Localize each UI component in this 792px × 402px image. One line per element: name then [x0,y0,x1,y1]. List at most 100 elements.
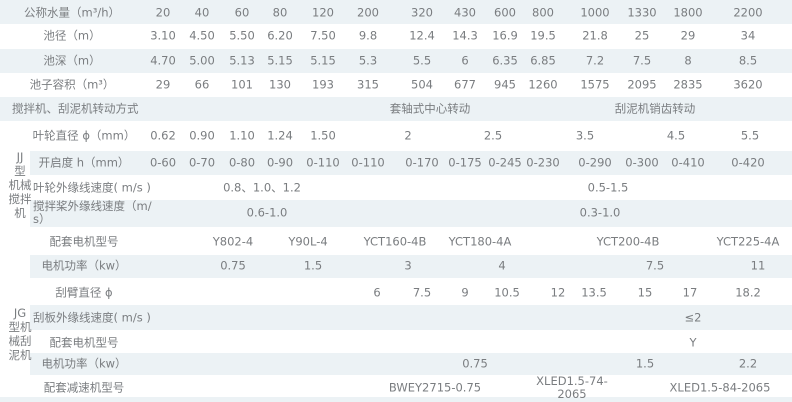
row-label: 叶轮直径 ϕ（mm） [32,128,136,143]
table-cell: 1.24 [267,128,293,143]
table-cell: 4.70 [150,53,176,68]
table-cell: 5.3 [358,53,378,68]
table-cell: 8.5 [738,53,758,68]
table-cell: 0.62 [150,128,176,143]
table-cell: 6 [373,285,381,300]
table-cell: 1.5 [635,356,655,371]
table-cell: BWEY2715-0.75 [388,380,482,395]
table-cell: 677 [454,77,476,92]
table-cell: 80 [272,5,288,20]
table-cell: 1000 [580,5,610,20]
table-cell: 刮泥机销齿转动 [614,101,696,116]
group-label-jj: JJ 型 机械 搅拌 机 [8,150,32,220]
table-cell: 9.8 [358,28,378,43]
table-cell: Y90L-4 [288,234,328,249]
table-cell: 0-80 [228,155,256,170]
row-label: 公称水量（m³/h） [24,5,120,20]
table-cell: 0-60 [149,155,177,170]
table-cell: 430 [454,5,476,20]
table-cell: 0-420 [731,155,765,170]
table-cell: 0.75 [220,258,246,273]
group-label-jg: JG 型机 械刮 泥机 [8,306,32,362]
table-cell: 10.5 [494,285,520,300]
row-shading [30,200,792,227]
table-cell: 18.2 [735,285,761,300]
row-shading [0,49,792,73]
table-cell: 0-300 [625,155,659,170]
table-cell: 5.00 [189,53,215,68]
table-cell: 1.50 [310,128,336,143]
table-cell: 3.5 [575,128,595,143]
row-label: 刮臂直径 ϕ [55,285,113,300]
table-cell: YCT160-4B [363,234,427,249]
table-cell: 1575 [580,77,610,92]
table-cell: 315 [357,77,379,92]
table-cell: 120 [312,5,334,20]
row-label: 池子容积（m³） [29,77,115,92]
row-label: 配套减速机型号 [43,380,125,395]
row-shading [30,151,792,175]
table-cell: ≤2 [684,310,702,325]
table-cell: 13.5 [581,285,607,300]
table-cell: 12 [550,285,566,300]
row-shading [30,353,792,375]
table-cell: 6.85 [530,53,556,68]
table-cell: YCT200-4B [596,234,660,249]
table-cell: 3620 [733,77,763,92]
table-cell: 21.8 [582,28,608,43]
table-cell: 9 [461,285,469,300]
table-cell: 1800 [673,5,703,20]
table-cell: 5.5 [740,128,760,143]
table-cell: XLED1.5-74- 2065 [536,374,608,401]
table-cell: 6 [461,53,469,68]
table-cell: 0-110 [351,155,385,170]
table-cell: Y802-4 [212,234,254,249]
table-cell: 17 [682,285,698,300]
table-cell: YCT180-4A [448,234,512,249]
table-cell: 0-175 [448,155,482,170]
row-label: 搅拌机、刮泥机转动方式 [12,101,139,116]
table-cell: 8 [684,53,692,68]
table-cell: 5.13 [229,53,255,68]
table-cell: 5.5 [412,53,432,68]
table-cell: 5.15 [267,53,293,68]
row-shading [30,305,792,330]
table-cell: 1330 [627,5,657,20]
table-cell: 3 [404,258,412,273]
table-cell: 34 [740,28,756,43]
table-cell: 0-245 [488,155,522,170]
table-cell: 0.8、1.0、1.2 [223,180,301,195]
table-cell: 3.10 [150,28,176,43]
table-cell: 5.15 [310,53,336,68]
table-cell: Y [689,335,697,350]
table-cell: 1260 [528,77,558,92]
table-cell: 0-90 [266,155,294,170]
table-cell: 2200 [733,5,763,20]
table-cell: 7.5 [632,53,652,68]
table-cell: 7.5 [645,258,665,273]
table-cell: 25 [634,28,650,43]
table-cell: 945 [494,77,516,92]
row-label: 池径（m） [43,28,101,43]
table-cell: 7.50 [310,28,336,43]
row-shading [30,255,792,278]
table-cell: 19.5 [530,28,556,43]
row-label: 搅拌桨外缘线速度（m/ s） [33,199,152,226]
table-cell: 4 [498,258,506,273]
table-cell: 2095 [627,77,657,92]
table-cell: 6.20 [267,28,293,43]
table-cell: 2.5 [483,128,503,143]
table-cell: 193 [312,77,334,92]
row-label: 刮板外缘线速度( m/s ) [33,310,151,325]
table-cell: 40 [194,5,210,20]
row-shading [0,397,792,402]
table-cell: 4.5 [666,128,686,143]
table-cell: 0.90 [189,128,215,143]
table-cell: 0-170 [405,155,439,170]
table-cell: 0.3-1.0 [579,205,621,220]
row-label: 配套电机型号 [49,335,119,350]
table-cell: XLED1.5-84-2065 [669,380,771,395]
table-cell: 20 [155,5,171,20]
row-label: 叶轮外缘线速度( m/s ) [33,180,151,195]
